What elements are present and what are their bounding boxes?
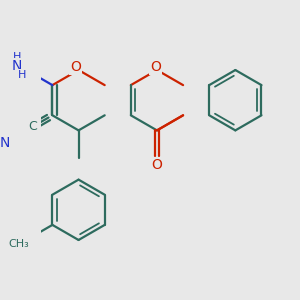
Text: CH₃: CH₃ <box>9 239 30 249</box>
Text: N: N <box>0 136 10 150</box>
Text: O: O <box>152 158 162 172</box>
Text: H: H <box>13 52 21 62</box>
Text: H: H <box>18 70 27 80</box>
Text: N: N <box>12 59 22 73</box>
Text: O: O <box>70 60 81 74</box>
Text: O: O <box>150 60 161 74</box>
Text: C: C <box>28 120 37 133</box>
